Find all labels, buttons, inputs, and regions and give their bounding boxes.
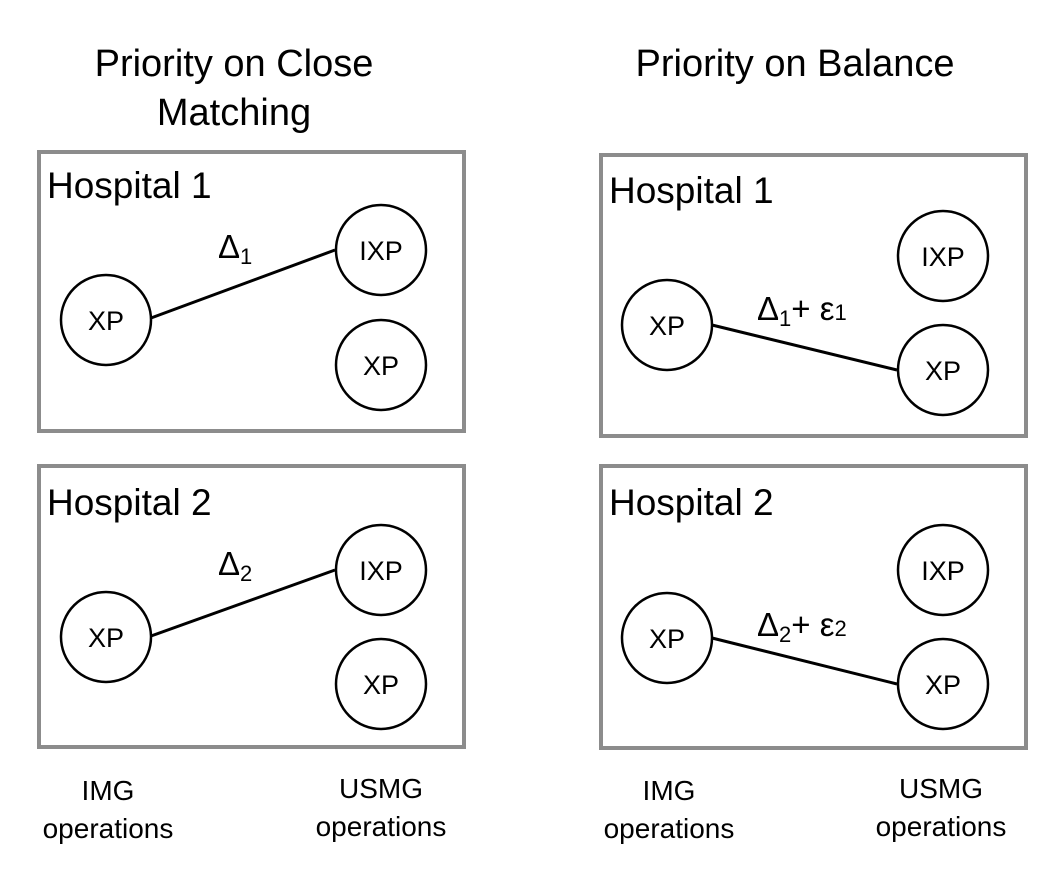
img-node [620, 278, 714, 372]
usmg-node-bottom-label: XP [925, 356, 961, 386]
edge-delta-subscript: 2 [240, 561, 252, 586]
footer-img-line-1: IMG [643, 775, 696, 806]
edge-delta: Δ [757, 290, 779, 327]
hospital-label: Hospital 2 [609, 482, 774, 523]
img-node-label: XP [88, 623, 124, 653]
edge-epsilon: + ε [791, 290, 834, 327]
edge-delta: Δ [218, 228, 240, 265]
img-node-label: XP [649, 311, 685, 341]
hospital-label: Hospital 1 [47, 165, 212, 206]
edge-delta-subscript: 2 [779, 622, 791, 647]
panel-right-hospital-2: Hospital 2 Δ2+ ε2 XP IXP XP [599, 464, 1028, 750]
usmg-node-bottom-label: XP [363, 670, 399, 700]
usmg-node-top [334, 203, 428, 297]
footer-usmg-line-1: USMG [899, 773, 983, 804]
usmg-node-bottom [896, 637, 990, 731]
panel-left-hospital-2: Hospital 2 Δ2 XP IXP XP [37, 464, 466, 749]
usmg-node-top-label: IXP [359, 556, 403, 586]
usmg-node-bottom-label: XP [363, 351, 399, 381]
edge-delta: Δ [757, 606, 779, 643]
edge-label: Δ2 [218, 545, 252, 586]
matching-edge [711, 323, 898, 372]
column-title-left-line-1: Priority on Close [95, 43, 374, 85]
usmg-node-top [896, 523, 990, 617]
img-node [59, 590, 153, 684]
edge-label: Δ2+ ε2 [757, 606, 847, 647]
hospital-label: Hospital 1 [609, 170, 774, 211]
footer-usmg-line-2: operations [316, 811, 447, 842]
footer-img-line-2: operations [604, 813, 735, 844]
panel-right-hospital-1: Hospital 1 Δ1+ ε1 XP IXP XP [599, 153, 1028, 438]
matching-edge [711, 636, 898, 686]
edge-delta-subscript: 1 [779, 306, 791, 331]
footer-usmg-line-1: USMG [339, 773, 423, 804]
edge-label: Δ1 [218, 228, 252, 269]
footer-img-line-2: operations [43, 813, 174, 844]
usmg-node-top-label: IXP [921, 556, 965, 586]
img-node-label: XP [649, 624, 685, 654]
usmg-node-top [334, 523, 428, 617]
column-title-left-line-2: Matching [157, 92, 311, 134]
usmg-node-bottom [334, 637, 428, 731]
panel-left-hospital-1: Hospital 1 Δ1 XP IXP XP [37, 150, 466, 433]
usmg-node-bottom [896, 323, 990, 417]
column-title-right-line-1: Priority on Balance [636, 43, 955, 85]
matching-edge [150, 568, 336, 638]
usmg-node-top-label: IXP [921, 242, 965, 272]
img-node-label: XP [88, 306, 124, 336]
matching-edge [150, 248, 336, 320]
footer-usmg-line-2: operations [876, 811, 1007, 842]
edge-epsilon-subscript: 2 [834, 616, 846, 641]
hospital-label: Hospital 2 [47, 482, 212, 523]
edge-delta: Δ [218, 545, 240, 582]
img-node [620, 591, 714, 685]
usmg-node-top-label: IXP [359, 236, 403, 266]
edge-epsilon-subscript: 1 [834, 300, 846, 325]
edge-epsilon: + ε [791, 606, 834, 643]
usmg-node-top [896, 209, 990, 303]
usmg-node-bottom [334, 318, 428, 412]
usmg-node-bottom-label: XP [925, 670, 961, 700]
footer-img-line-1: IMG [82, 775, 135, 806]
edge-label: Δ1+ ε1 [757, 290, 847, 331]
img-node [59, 273, 153, 367]
edge-delta-subscript: 1 [240, 244, 252, 269]
